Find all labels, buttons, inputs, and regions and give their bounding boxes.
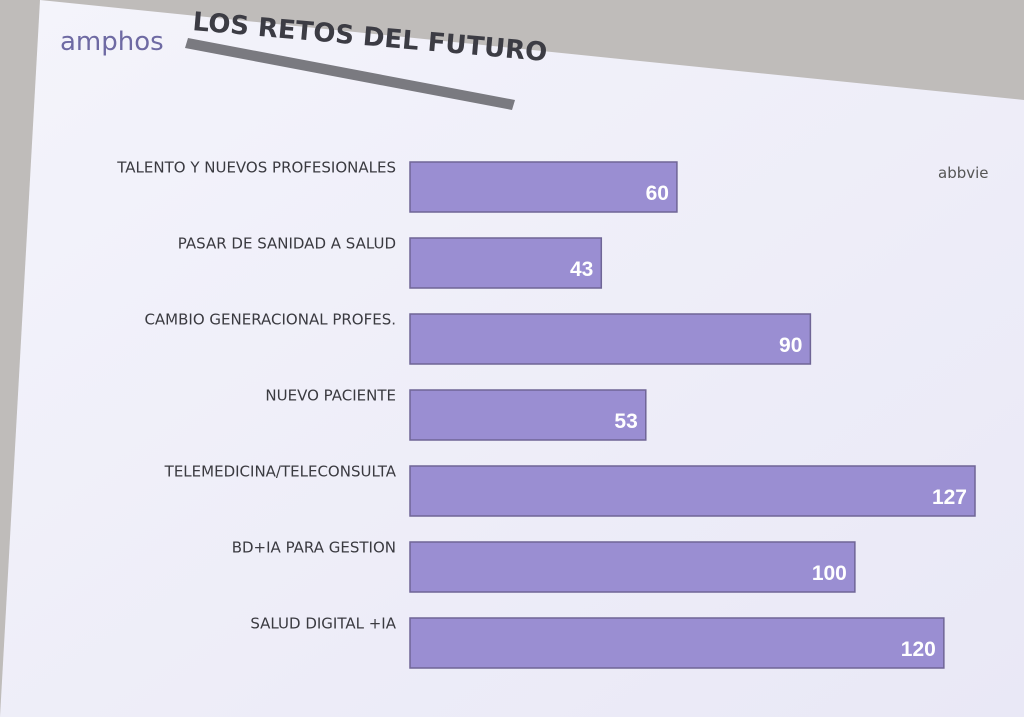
value-label: 100	[812, 562, 847, 585]
plot-area: 60 TALENTO Y NUEVOS PROFESIONALES 43 PASAR …	[116, 159, 976, 669]
category-label: CAMBIO GENERACIONAL PROFES.	[144, 311, 396, 329]
category-label: BD+IA PARA GESTION	[232, 539, 396, 557]
category-label: NUEVO PACIENTE	[265, 387, 396, 405]
value-label: 90	[779, 334, 802, 357]
value-label: 53	[614, 410, 637, 433]
category-label: TALENTO Y NUEVOS PROFESIONALES	[116, 159, 396, 177]
sponsor-logo: abbvie	[938, 164, 989, 182]
value-label: 43	[570, 258, 593, 281]
category-label: PASAR DE SANIDAD A SALUD	[178, 235, 396, 253]
bar	[409, 389, 647, 441]
category-label: SALUD DIGITAL +IA	[250, 615, 396, 633]
bar	[409, 313, 812, 365]
bar	[409, 161, 678, 213]
bar	[409, 237, 603, 289]
bar	[409, 541, 856, 593]
value-label: 127	[932, 486, 967, 509]
bar	[409, 617, 945, 669]
value-label: 120	[901, 638, 936, 661]
value-label: 60	[646, 182, 669, 205]
bar	[409, 465, 976, 517]
title-underline	[185, 38, 515, 110]
brand-logo: amphos	[60, 27, 164, 57]
category-label: TELEMEDICINA/TELECONSULTA	[164, 463, 397, 481]
